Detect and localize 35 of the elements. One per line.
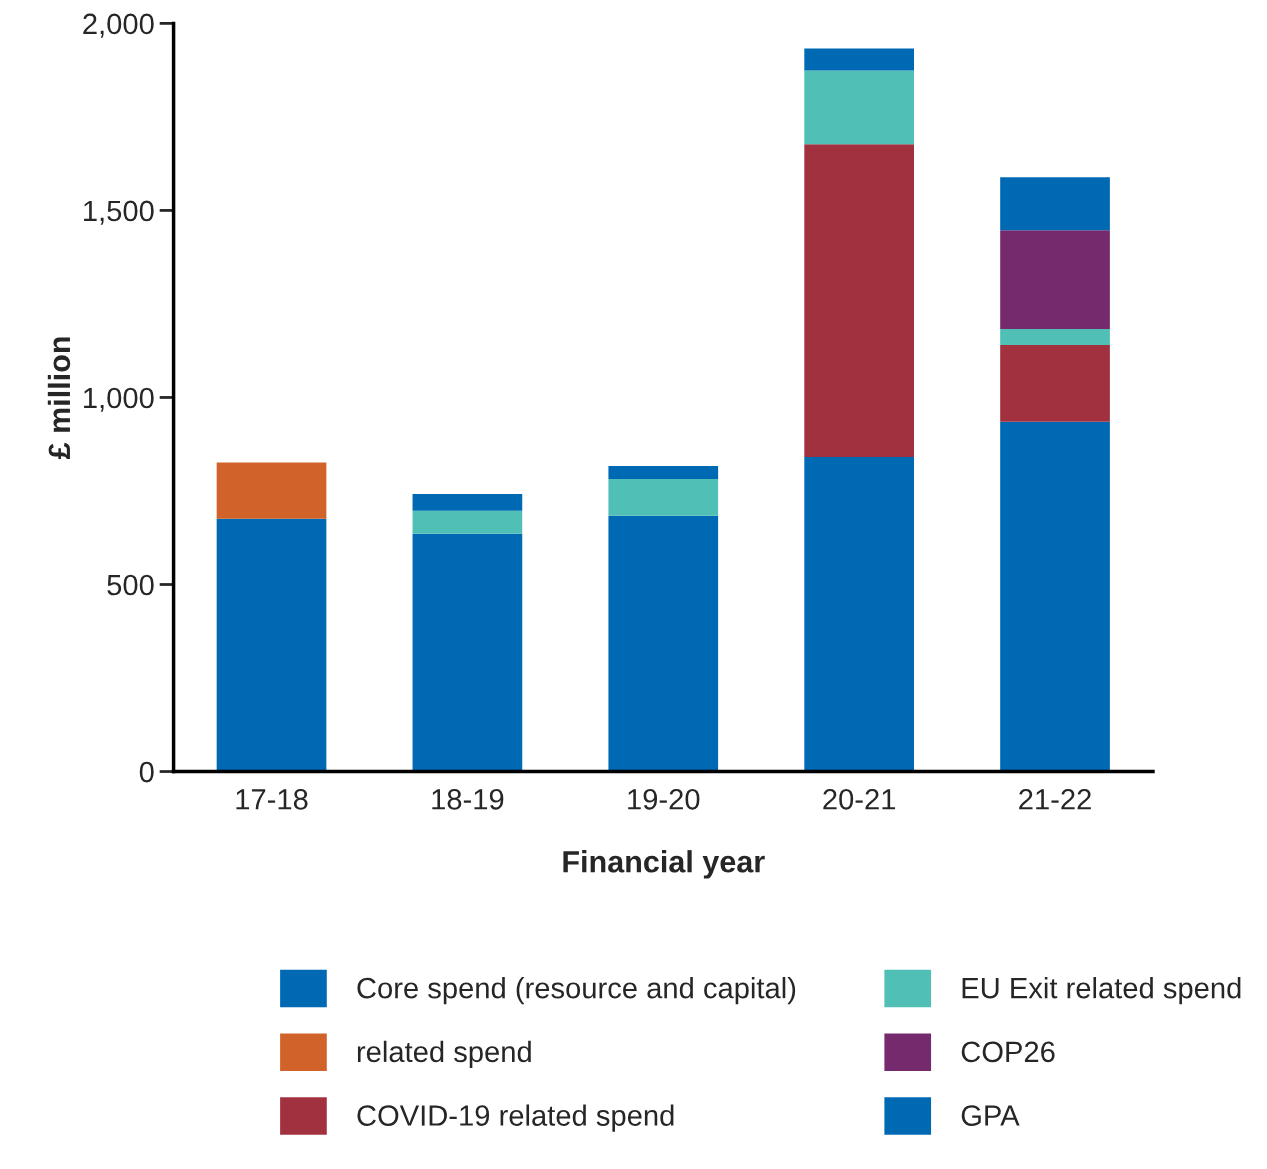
legend-label: COVID-19 related spend [357,1104,674,1132]
bar [1000,345,1110,422]
bar [804,48,914,71]
x-tick-label: 18-19 [432,788,504,810]
legend-label: EU Exit related spend [962,977,1241,1005]
x-tick-label: 19-20 [628,788,700,810]
bar [1000,329,1110,346]
y-tick-label: 2,000 [83,13,154,38]
y-tick-label: 1,500 [84,200,154,225]
x-axis-title: Financial year [563,850,765,879]
bar [804,70,914,145]
bar [608,479,719,516]
bar [1000,421,1110,772]
y-tick-label: 0 [139,761,154,783]
bar [412,493,523,511]
bar [608,465,719,480]
legend-label: Core spend (resource and capital) [357,977,796,1005]
bar [1000,177,1110,231]
bar [412,510,523,534]
legend-label: COP26 [961,1041,1055,1063]
bar [804,456,914,772]
x-tick-label: 17-18 [236,788,308,810]
bar [608,515,719,772]
x-tick-label: 20-21 [823,788,896,810]
y-tick-label: 500 [107,574,154,596]
y-axis-title: £ million [47,337,71,460]
legend-label: GPA [961,1105,1020,1126]
bar [804,144,914,457]
legend-label: related spend [357,1040,531,1068]
bar [1000,230,1110,329]
bar [216,462,327,519]
bar [412,533,523,772]
x-tick-label: 21-22 [1019,788,1091,810]
y-tick-label: 1,000 [84,387,154,412]
bar [216,518,327,772]
